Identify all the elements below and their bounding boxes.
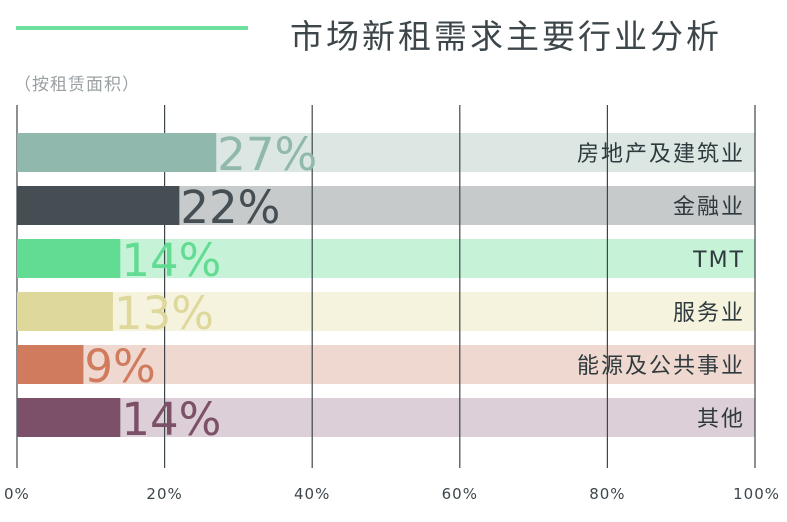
category-label: 能源及公共事业	[577, 354, 745, 379]
value-label: 14%	[121, 234, 221, 287]
x-tick-label: 80%	[589, 485, 625, 503]
bar-track	[17, 292, 755, 331]
bar	[17, 239, 121, 278]
bar	[17, 292, 113, 331]
value-label: 22%	[180, 181, 280, 234]
bar	[17, 398, 121, 437]
x-tick-label: 60%	[442, 485, 478, 503]
category-label: TMT	[692, 248, 745, 273]
x-tick-label: 40%	[294, 485, 330, 503]
bar	[17, 186, 180, 225]
category-label: 服务业	[673, 301, 745, 326]
category-label: 房地产及建筑业	[577, 142, 745, 167]
value-label: 27%	[217, 128, 317, 181]
x-tick-labels: 0% 20% 40% 60% 80% 100%	[4, 485, 780, 503]
value-labels: 27%22%14%13%9%14%	[84, 128, 317, 446]
title-accent-line	[16, 26, 248, 30]
chart-title: 市场新租需求主要行业分析	[290, 17, 722, 56]
value-label: 13%	[114, 287, 214, 340]
value-label: 9%	[84, 340, 155, 393]
x-tick-label: 0%	[4, 485, 30, 503]
category-label: 金融业	[673, 195, 745, 220]
category-label: 其他	[697, 407, 745, 432]
value-label: 14%	[121, 393, 221, 446]
bar	[17, 133, 217, 172]
bar-track	[17, 345, 755, 384]
bar-track	[17, 398, 755, 437]
bar-track	[17, 239, 755, 278]
x-tick-label: 20%	[146, 485, 182, 503]
x-tick-label: 100%	[733, 485, 780, 503]
chart-subtitle: （按租赁面积）	[14, 75, 140, 95]
bar	[17, 345, 84, 384]
bars	[17, 133, 217, 437]
